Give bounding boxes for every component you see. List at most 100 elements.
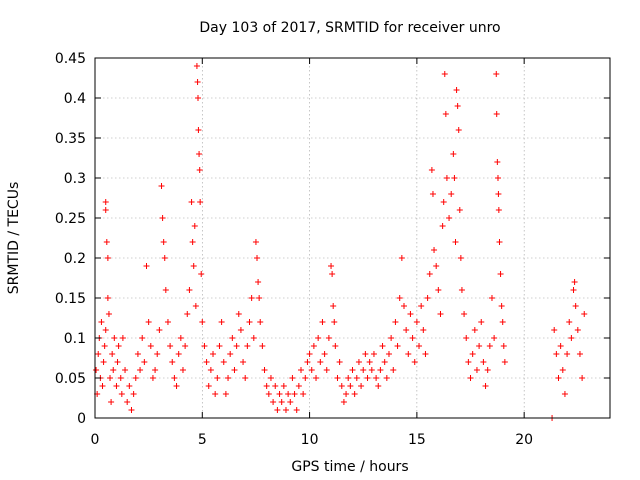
data-point [329,271,336,277]
data-point [231,367,238,373]
data-point [203,359,210,365]
data-point [195,95,201,101]
data-point [261,367,268,373]
data-point [347,383,354,389]
data-point [440,199,447,205]
data-point [313,375,320,381]
data-point [252,239,259,245]
data-point [429,191,436,197]
data-point [173,383,180,389]
y-tick-label: 0 [77,411,86,427]
y-tick-label: 0.45 [55,51,86,67]
data-point [435,287,442,293]
data-point [134,351,141,357]
data-point [126,383,133,389]
data-point [225,375,232,381]
data-point [128,407,135,413]
data-point [102,199,109,205]
data-point [364,375,371,381]
y-tick-label: 0.1 [64,331,86,347]
data-point [458,287,465,293]
data-point [93,367,100,373]
data-point [198,271,205,277]
data-point [455,127,462,133]
data-point [338,383,345,389]
data-point [263,383,270,389]
data-point [497,271,504,277]
data-point [443,175,450,181]
data-point [99,383,106,389]
data-point [197,199,204,205]
data-point [102,207,109,213]
data-point [405,351,412,357]
data-point [486,343,493,349]
data-point [579,375,586,381]
grid-lines [95,58,610,418]
data-point [196,167,203,173]
x-tick-label: 0 [91,432,100,448]
data-point [205,383,212,389]
data-point [291,391,298,397]
y-axis-label: SRMTID / TECUs [6,182,22,295]
data-point [237,327,244,333]
data-point [250,335,257,341]
data-point [101,343,108,349]
data-point [482,383,489,389]
data-point [336,359,343,365]
data-point [298,367,304,373]
data-point [179,367,186,373]
data-point [409,335,416,341]
data-point [248,295,255,301]
data-point [385,351,392,357]
data-point [289,375,296,381]
data-point [117,375,124,381]
data-point [242,375,249,381]
data-point [282,407,289,413]
data-point [152,367,159,373]
data-point [467,375,474,381]
data-point [280,383,287,389]
data-point [193,63,200,69]
data-point [104,255,111,261]
data-point [394,343,401,349]
data-point [276,391,283,397]
data-point [453,87,460,93]
data-point [119,335,126,341]
data-point [196,151,203,157]
data-point [295,383,302,389]
data-point [109,351,116,357]
data-point [267,375,274,381]
data-point [493,111,500,117]
data-point [452,239,459,245]
data-point [103,239,110,245]
data-point [107,375,114,381]
data-point [439,223,446,229]
data-point [114,359,121,365]
data-point [416,343,423,349]
data-point [229,335,236,341]
x-tick-label: 20 [515,432,533,448]
data-point [566,319,573,325]
data-point [145,319,152,325]
data-point [398,255,405,261]
data-point [392,319,399,325]
data-point [426,271,433,277]
data-point [256,295,263,301]
data-point [366,359,373,365]
data-point [362,351,369,357]
data-point [220,359,227,365]
y-tick-label: 0.4 [64,91,86,107]
data-point [496,239,503,245]
data-point [574,327,581,333]
data-point [473,367,480,373]
data-point [189,239,196,245]
data-point [156,327,163,333]
data-point [293,407,300,413]
y-tick-label: 0.35 [55,131,86,147]
data-point [132,375,139,381]
data-point [235,311,242,317]
x-tick-label: 5 [198,432,207,448]
data-point [169,359,176,365]
data-point [130,391,137,397]
